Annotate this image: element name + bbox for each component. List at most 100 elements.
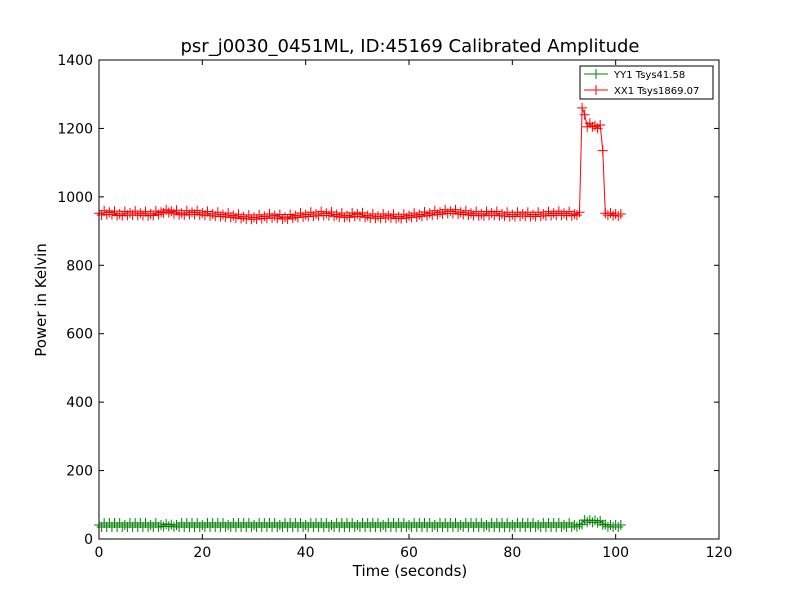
x-tick-label: 80 [503, 545, 521, 561]
data-point [533, 519, 544, 530]
data-point [615, 208, 626, 219]
data-point [424, 208, 435, 219]
data-point [613, 521, 624, 532]
data-point [192, 205, 203, 216]
data-point [416, 211, 427, 222]
data-point [282, 213, 293, 224]
data-point [218, 209, 228, 220]
data-point [117, 210, 128, 221]
data-point [378, 519, 389, 530]
data-point [517, 208, 528, 219]
data-point [605, 207, 616, 218]
data-point [104, 207, 115, 218]
data-point [455, 207, 466, 218]
data-point [238, 211, 249, 222]
data-point [156, 519, 166, 530]
legend-marker [591, 69, 601, 79]
y-tick-label: 200 [66, 464, 93, 480]
data-point [453, 208, 464, 219]
data-point [207, 208, 218, 219]
data-point [292, 212, 303, 223]
data-point [114, 517, 125, 528]
x-tick-label: 40 [297, 545, 315, 561]
data-point [176, 208, 187, 219]
data-point [404, 519, 414, 530]
data-point [119, 519, 130, 530]
data-point [507, 519, 518, 530]
data-point [163, 207, 174, 218]
legend-label: XX1 Tsys1869.07 [614, 86, 699, 97]
data-point [166, 206, 177, 217]
data-point [269, 517, 280, 528]
data-point [445, 206, 456, 217]
data-point [135, 208, 146, 219]
data-point [460, 205, 471, 216]
x-tick-label: 60 [400, 545, 418, 561]
series-layer [94, 102, 626, 532]
data-point [300, 519, 311, 530]
data-point [411, 211, 422, 222]
data-point [109, 206, 120, 217]
data-point [608, 210, 619, 221]
data-point [566, 210, 577, 221]
data-point [130, 206, 141, 217]
data-point [481, 519, 492, 530]
y-tick-label: 0 [84, 532, 93, 548]
data-point [432, 209, 443, 220]
data-point [352, 208, 363, 219]
data-point [435, 207, 445, 218]
data-point [249, 212, 259, 223]
data-point [595, 515, 606, 526]
data-point [406, 212, 417, 223]
data-point [197, 519, 208, 530]
data-point [140, 206, 151, 217]
data-point [486, 207, 497, 218]
data-point [450, 204, 461, 215]
data-point [590, 120, 600, 131]
data-point [548, 208, 559, 219]
data-point [96, 210, 107, 221]
data-point [179, 210, 190, 221]
data-point [290, 210, 301, 221]
data-point [197, 207, 208, 218]
data-point [569, 208, 580, 219]
y-tick-label: 800 [66, 258, 93, 274]
data-point [295, 517, 306, 528]
legend-marker [591, 85, 601, 95]
data-point [383, 210, 394, 221]
data-point [362, 210, 373, 221]
data-point [401, 212, 412, 223]
data-point [437, 208, 448, 219]
data-point [251, 214, 262, 225]
data-point [344, 212, 355, 223]
data-point [274, 209, 285, 220]
data-point [564, 517, 575, 528]
x-axis-label: Time (seconds) [352, 562, 468, 580]
series-markers-1 [94, 102, 626, 225]
y-axis: 0 200 400 600 800 1000 1200 1400 [57, 53, 719, 548]
y-tick-label: 400 [66, 395, 93, 411]
chart-title: psr_j0030_0451ML, ID:45169 Calibrated Am… [180, 36, 639, 57]
data-point [321, 517, 332, 528]
data-point [233, 209, 244, 220]
data-point [311, 208, 321, 219]
data-point [347, 517, 358, 528]
data-point [360, 212, 371, 223]
x-tick-label: 100 [602, 545, 629, 561]
data-point [538, 208, 549, 219]
data-point [140, 517, 151, 528]
data-point [502, 517, 513, 528]
data-point [388, 209, 399, 220]
data-point [577, 102, 588, 113]
data-point [522, 207, 533, 218]
y-axis-label: Power in Kelvin [32, 243, 50, 357]
data-point [571, 521, 582, 532]
data-point [171, 205, 182, 216]
data-point [404, 210, 414, 221]
data-point [125, 207, 135, 218]
data-point [373, 211, 383, 222]
data-point [202, 206, 213, 217]
y-tick-label: 1200 [57, 121, 93, 137]
data-point [587, 121, 598, 132]
data-point [613, 210, 624, 221]
